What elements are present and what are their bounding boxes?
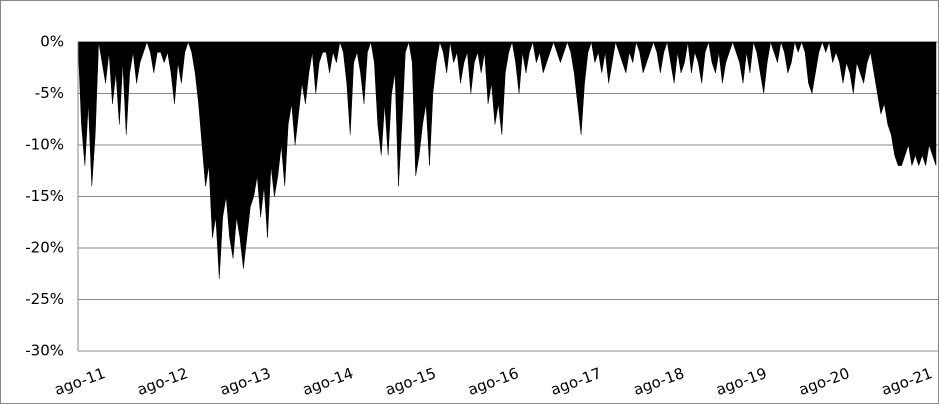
y-tick-label: -5% [35,84,64,102]
y-tick-label: -25% [25,290,64,308]
y-tick-label: -10% [25,136,64,154]
y-tick-label: -20% [25,239,64,257]
y-tick-label: -30% [25,342,64,360]
y-tick-label: 0% [40,33,64,51]
area [77,41,937,279]
y-tick-label: -15% [25,187,64,205]
